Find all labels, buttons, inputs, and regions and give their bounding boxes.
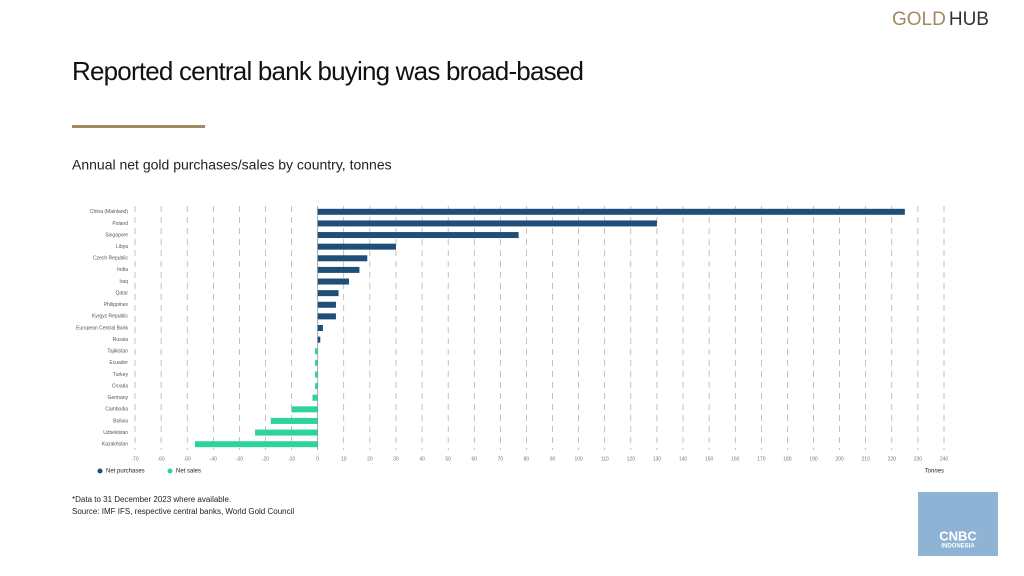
- y-tick-label: Cambodia: [105, 407, 128, 413]
- legend-label: Net sales: [176, 469, 201, 475]
- x-tick-label: -60: [157, 456, 164, 462]
- logo-text: CNBC: [939, 528, 977, 543]
- bar: [317, 266, 360, 273]
- chart-title: Reported central bank buying was broad-b…: [72, 56, 584, 86]
- y-tick-label: India: [117, 267, 128, 273]
- y-tick-label: Libya: [116, 244, 128, 250]
- bar: [317, 313, 336, 320]
- brand-gold: GOLD: [892, 9, 946, 30]
- x-tick-label: 190: [809, 456, 818, 462]
- x-tick-label: 0: [316, 456, 319, 462]
- legend-swatch: [97, 468, 103, 474]
- x-tick-label: 50: [445, 456, 451, 462]
- x-tick-label: 140: [679, 456, 688, 462]
- y-tick-label: Croatia: [112, 383, 128, 389]
- bar: [317, 301, 336, 308]
- y-tick-label: Turkey: [113, 372, 129, 378]
- bar: [312, 394, 318, 401]
- x-tick-label: 230: [914, 456, 923, 462]
- y-tick-label: Singapore: [105, 232, 128, 238]
- x-tick-label: 130: [653, 456, 662, 462]
- y-tick-label: Kazakhstan: [102, 442, 128, 448]
- bar: [317, 232, 519, 239]
- x-tick-label: -40: [210, 456, 217, 462]
- bar: [317, 243, 396, 250]
- bar: [317, 290, 339, 297]
- bar: [270, 417, 318, 424]
- source: Source: IMF IFS, respective central bank…: [72, 507, 294, 516]
- x-tick-label: 90: [550, 456, 556, 462]
- x-tick-label: 80: [524, 456, 530, 462]
- y-tick-label: Russia: [113, 337, 129, 343]
- footnote: *Data to 31 December 2023 where availabl…: [72, 495, 231, 504]
- x-tick-label: 150: [705, 456, 714, 462]
- bar: [317, 220, 657, 227]
- brand: GOLD HUB: [892, 9, 989, 30]
- x-tick-label: 10: [341, 456, 347, 462]
- y-tick-label: Germany: [107, 395, 128, 401]
- x-tick-label: 170: [757, 456, 766, 462]
- y-tick-label: Bolivia: [113, 418, 128, 424]
- legend-label: Net purchases: [106, 469, 145, 475]
- bar: [317, 336, 321, 343]
- bar: [315, 359, 318, 366]
- x-tick-label: 100: [574, 456, 583, 462]
- x-tick-label: 240: [940, 456, 949, 462]
- y-tick-label: Philippines: [104, 302, 129, 308]
- bar: [315, 348, 318, 355]
- y-tick-label: China (Mainland): [90, 209, 128, 215]
- legend-swatch: [167, 468, 173, 474]
- y-tick-label: Tajikistan: [107, 349, 128, 355]
- y-tick-label: Iraq: [119, 279, 128, 285]
- x-tick-label: 30: [393, 456, 399, 462]
- bar: [195, 441, 318, 448]
- x-tick-label: 20: [367, 456, 373, 462]
- x-tick-label: 200: [835, 456, 844, 462]
- logo-box: [918, 492, 998, 556]
- bar: [317, 255, 368, 262]
- x-tick-label: -10: [288, 456, 295, 462]
- y-tick-label: Kyrgyz Republic: [92, 314, 129, 320]
- x-tick-label: 180: [783, 456, 792, 462]
- brand-hub: HUB: [949, 9, 989, 30]
- x-tick-label: 110: [601, 456, 609, 462]
- x-axis-label: Tonnes: [925, 469, 944, 475]
- bar: [317, 208, 905, 215]
- subtitle: Annual net gold purchases/sales by count…: [72, 157, 392, 173]
- y-tick-label: Ecuador: [109, 360, 128, 366]
- y-tick-label: Uzbekistan: [103, 430, 128, 436]
- bar: [315, 371, 318, 378]
- y-tick-label: Poland: [112, 221, 128, 227]
- x-tick-label: 210: [862, 456, 871, 462]
- x-tick-label: -50: [184, 456, 191, 462]
- title-rule: [72, 125, 205, 128]
- title-box: Reported central bank buying was broad-b…: [72, 56, 584, 86]
- x-tick-label: 40: [419, 456, 425, 462]
- x-tick-label: 70: [498, 456, 504, 462]
- y-tick-label: Qatar: [115, 290, 128, 296]
- bar: [315, 383, 318, 390]
- x-tick-label: 60: [471, 456, 477, 462]
- y-tick-label: European Central Bank: [76, 325, 128, 331]
- y-tick-label: Czech Republic: [93, 256, 129, 262]
- x-tick-label: 220: [888, 456, 897, 462]
- bar: [317, 278, 349, 285]
- x-tick-label: 160: [731, 456, 740, 462]
- plot: -70 -60 -50 -40 -30 -20 -10 0 10 20 30 40 50 60 70 80 90…: [76, 206, 948, 475]
- x-tick-label: -30: [236, 456, 243, 462]
- x-tick-label: -20: [262, 456, 269, 462]
- bar: [291, 406, 318, 413]
- logo-subtext: INDONESIA: [941, 544, 975, 550]
- bar: [255, 429, 318, 436]
- x-tick-label: -70: [131, 456, 138, 462]
- x-tick-label: 120: [627, 456, 636, 462]
- bar: [317, 325, 323, 331]
